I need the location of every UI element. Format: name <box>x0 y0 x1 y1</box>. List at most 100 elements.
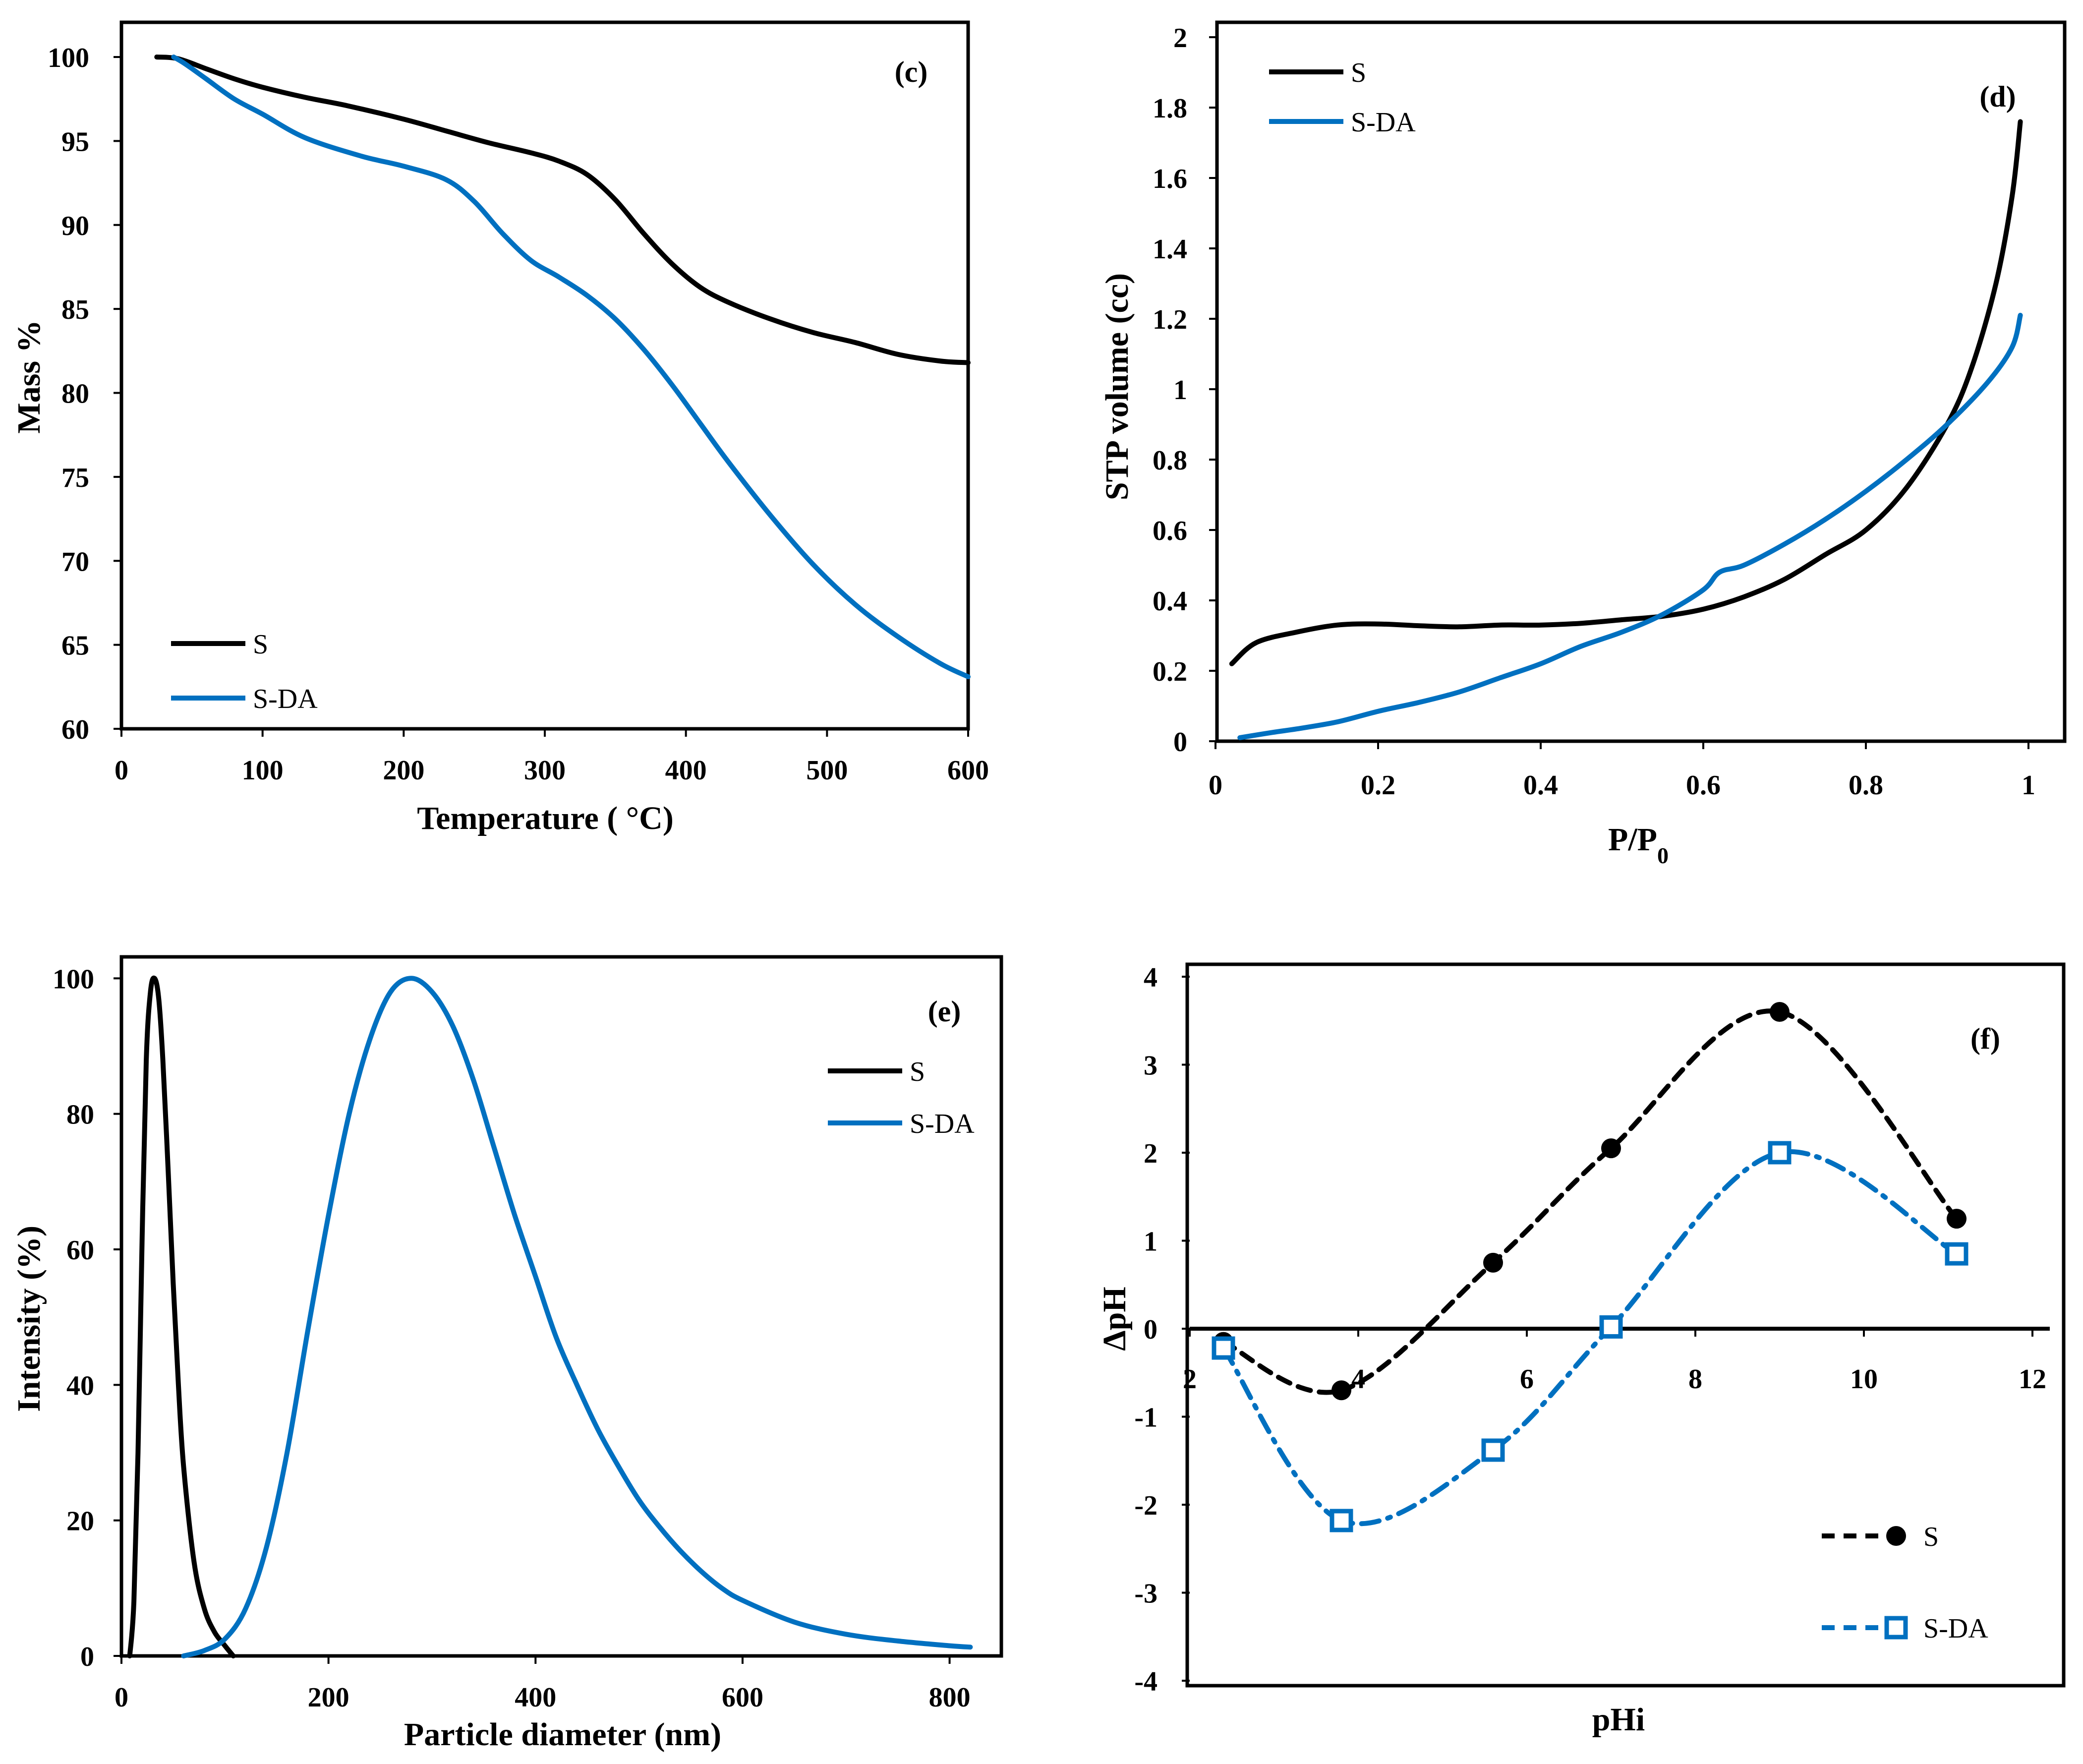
panel-f-point-s <box>1947 1209 1967 1229</box>
panel-c-ytick-label: 75 <box>61 463 89 493</box>
panel-d-xtick-label: 0.2 <box>1361 770 1395 801</box>
panel-e-legend-label-s-da: S-DA <box>910 1109 975 1139</box>
panel-c-ytick-label: 85 <box>61 294 89 325</box>
panel-c-frame <box>119 20 970 731</box>
panel-f-xtick-label: 12 <box>2019 1364 2046 1395</box>
panel-c-xlabel: Temperature ( °C) <box>417 800 674 836</box>
panel-f-ylabel: ΔpH <box>1097 1287 1133 1351</box>
panel-d-ytick-label: 1.8 <box>1153 93 1187 124</box>
panel-f-legend-label-s-da: S-DA <box>1923 1613 1988 1644</box>
panel-f-ytick-label: 0 <box>1144 1314 1157 1345</box>
panel-f-legend-marker-s <box>1886 1526 1906 1546</box>
panel-f-legend-label-s: S <box>1923 1522 1939 1552</box>
panel-c-ylabel: Mass % <box>11 320 47 433</box>
panel-d-ytick-label: 2 <box>1173 23 1187 54</box>
panel-d-xtick-label: 1 <box>2022 770 2035 801</box>
panel-c-ytick-label: 80 <box>61 379 89 410</box>
panel-c-ytick-label: 60 <box>61 714 89 745</box>
panel-e-xtick-label: 200 <box>308 1682 349 1713</box>
panel-d-xlabel-sub: 0 <box>1657 843 1669 868</box>
panel-d-legend: S S-DA <box>1269 58 1416 138</box>
panel-d-ytick-label: 0 <box>1173 727 1187 758</box>
panel-d-xtick-label: 0.6 <box>1686 770 1721 801</box>
panel-c-chart: (c) Temperature ( °C) Mass % 0 100 200 300 4… <box>11 20 989 836</box>
panel-d-ylabel: STP volume (cc) <box>1099 273 1135 500</box>
panel-f-point-s <box>1483 1252 1503 1273</box>
panel-f-legend: S S-DA <box>1822 1522 1988 1644</box>
panel-d-legend-label-s: S <box>1351 58 1366 88</box>
panel-e-ytick-label: 20 <box>66 1506 94 1537</box>
panel-f-point-s-da <box>1599 1315 1623 1339</box>
panel-d-xtick-label: 0.4 <box>1523 770 1558 801</box>
panel-d-ytick-label: 0.4 <box>1153 586 1187 617</box>
panel-e-xtick-label: 400 <box>515 1682 556 1713</box>
panel-d-ytick-label: 0.8 <box>1153 445 1187 476</box>
panel-f-point-s <box>1331 1380 1351 1401</box>
panel-c-label: (c) <box>895 56 928 88</box>
panel-f-ytick-label: -3 <box>1134 1579 1157 1609</box>
panel-c-legend-label-s: S <box>253 629 268 660</box>
panel-c-xtick-label: 200 <box>383 755 424 786</box>
panel-c-xtick-label: 500 <box>806 755 848 786</box>
panel-c-xtick-label: 100 <box>242 755 284 786</box>
panel-f-legend-marker-s-da <box>1884 1616 1908 1640</box>
panel-e-legend: S S-DA <box>828 1057 975 1139</box>
panel-d-ytick-label: 1.4 <box>1153 234 1187 265</box>
panel-f-point-s-da <box>1330 1509 1353 1532</box>
panel-f-frame <box>1185 962 2066 1688</box>
panel-e-chart: (e) Particle diameter (nm) Intensity (%)… <box>11 955 1003 1753</box>
panel-f-ytick-label: -1 <box>1134 1403 1157 1433</box>
panel-c-ytick-label: 70 <box>61 546 89 577</box>
panel-e-series-s-da-line <box>181 976 973 1658</box>
panel-c-series-s-line <box>154 55 971 365</box>
panel-d-series-s-da-line <box>1237 312 2023 740</box>
panel-f-point-s-da <box>1481 1438 1505 1462</box>
panel-d-ytick-label: 0.2 <box>1153 656 1187 687</box>
panel-f-ytick-label: -4 <box>1134 1666 1157 1697</box>
panel-f-ytick-label: 3 <box>1144 1051 1157 1081</box>
panel-d-xlabel: P/P0 <box>1608 822 1669 868</box>
panel-c-ytick-label: 65 <box>61 631 89 661</box>
panel-f-series-s-da-line <box>1221 1149 1959 1527</box>
panel-c-series-s-da-line <box>171 55 971 679</box>
panel-f-point-s <box>1601 1138 1621 1159</box>
panel-e-ytick-label: 80 <box>66 1100 94 1130</box>
panel-f-xtick-label: 10 <box>1850 1364 1878 1395</box>
panel-c-ytick-label: 90 <box>61 211 89 241</box>
panel-e-ylabel: Intensity (%) <box>11 1226 47 1412</box>
panel-c-ytick-label: 100 <box>48 43 89 73</box>
panel-f-ytick-label: 2 <box>1144 1138 1157 1169</box>
panel-e-ytick-label: 40 <box>66 1370 94 1401</box>
panel-c-xtick-label: 300 <box>524 755 566 786</box>
panel-d-ytick-label: 1 <box>1173 375 1187 406</box>
panel-d-xlabel-main: P/P <box>1608 822 1657 858</box>
panel-f-ytick-label: -2 <box>1134 1490 1157 1521</box>
panel-f-ytick-label: 1 <box>1144 1227 1157 1257</box>
panel-e-xtick-label: 800 <box>929 1682 971 1713</box>
panel-f-xtick-label: 6 <box>1520 1364 1534 1395</box>
panel-e-xlabel: Particle diameter (nm) <box>404 1716 721 1753</box>
panel-d-ytick-label: 1.6 <box>1153 164 1187 194</box>
panel-f-point-s-da <box>1212 1336 1235 1360</box>
panel-d-legend-label-s-da: S-DA <box>1351 107 1416 138</box>
panel-d-ticks: 0 0.2 0.4 0.6 0.8 1 0 0.2 0.4 0.6 0.8 1 1.2 1.4 1.6 1.8… <box>1153 23 2035 801</box>
panel-f-ytick-label: 4 <box>1144 962 1157 993</box>
panel-f-xtick-label: 2 <box>1183 1364 1197 1395</box>
panel-e-frame <box>119 955 1003 1658</box>
panel-c-legend: S S-DA <box>171 629 318 714</box>
panel-e-ytick-label: 60 <box>66 1235 94 1266</box>
panel-d-xtick-label: 0.8 <box>1849 770 1883 801</box>
panel-d-label: (d) <box>1979 80 2016 113</box>
panel-c-xtick-label: 600 <box>947 755 989 786</box>
panel-c-xtick-label: 400 <box>665 755 707 786</box>
panel-c-legend-label-s-da: S-DA <box>253 684 318 714</box>
panel-f-point-s-da <box>1768 1141 1792 1165</box>
panel-f-label: (f) <box>1970 1022 2000 1055</box>
panel-d-xtick-label: 0 <box>1209 770 1222 801</box>
panel-e-ytick-label: 100 <box>53 964 94 995</box>
panel-c-series <box>154 55 971 679</box>
panel-f-point-s <box>1770 1002 1790 1022</box>
panel-e-series-s-line <box>127 975 236 1658</box>
